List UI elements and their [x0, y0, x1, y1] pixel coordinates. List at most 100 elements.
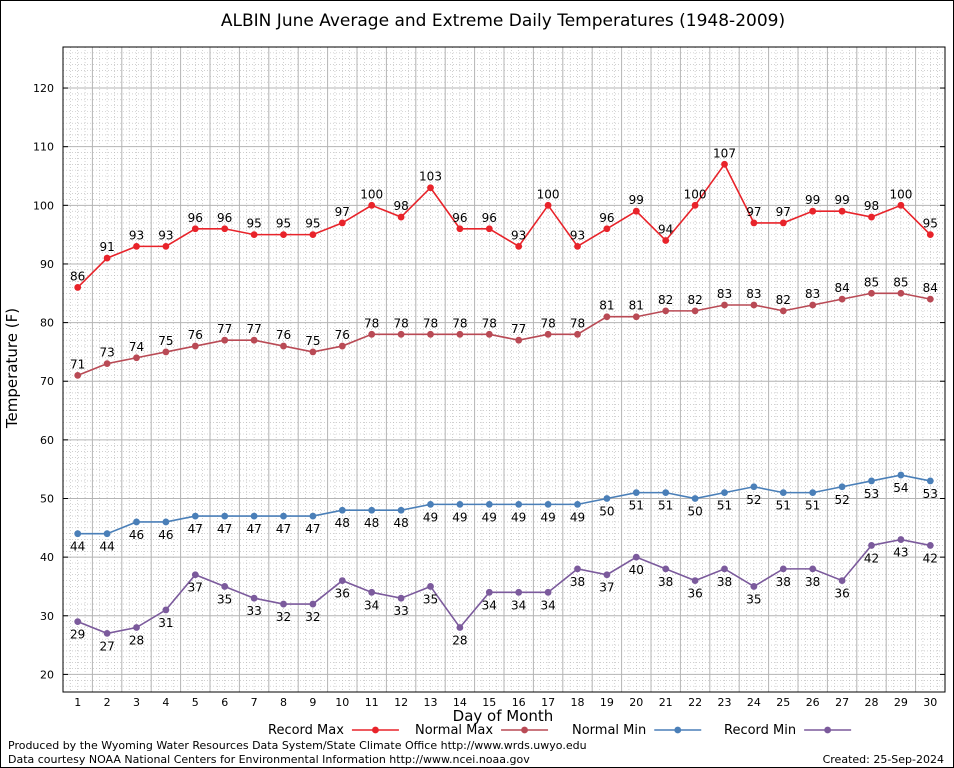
y-tick-label: 30 [40, 610, 54, 623]
data-label-record-min: 38 [805, 575, 820, 589]
data-point-normal-min [544, 500, 552, 508]
data-label-record-max: 100 [684, 187, 707, 201]
data-point-normal-max [485, 330, 493, 338]
data-point-record-min [574, 565, 581, 573]
data-point-normal-min [191, 512, 199, 520]
data-point-normal-max [838, 295, 846, 303]
x-tick-label: 19 [600, 696, 614, 709]
data-label-record-max: 95 [276, 217, 291, 231]
data-point-normal-max [456, 330, 464, 338]
data-label-normal-min: 47 [188, 522, 203, 536]
legend-item-record-max: Record Max [268, 723, 399, 738]
data-label-record-max: 100 [537, 187, 560, 201]
series-line-normal-min [77, 474, 931, 535]
data-label-record-max: 93 [129, 228, 144, 242]
x-tick-label: 12 [394, 696, 408, 709]
data-label-record-max: 96 [188, 211, 203, 225]
data-label-record-max: 95 [246, 217, 261, 231]
data-label-normal-min: 49 [423, 510, 438, 524]
data-point-record-max [74, 284, 82, 291]
x-tick-label: 15 [482, 696, 496, 709]
data-point-record-max [838, 207, 846, 215]
data-point-record-min [309, 600, 317, 608]
data-label-record-max: 96 [217, 211, 232, 225]
data-label-record-min: 34 [482, 598, 497, 612]
data-label-normal-max: 71 [70, 357, 85, 371]
data-label-normal-min: 49 [482, 510, 497, 524]
data-label-normal-min: 49 [511, 510, 526, 524]
data-point-record-max [721, 160, 728, 168]
data-label-normal-min: 47 [246, 522, 261, 536]
y-tick-label: 70 [40, 375, 54, 388]
series-record-min: 29 27 28 31 37 35 33 32 32 36 34 33 35 28 34 34 34 38 37 40… [70, 536, 938, 653]
data-point-record-max [897, 201, 905, 209]
data-label-normal-max: 83 [805, 287, 820, 301]
x-tick-label: 28 [865, 696, 879, 709]
x-tick-label: 4 [162, 696, 169, 709]
data-label-record-min: 37 [188, 581, 203, 595]
data-point-record-max [309, 231, 317, 239]
data-point-normal-min [338, 506, 346, 514]
data-label-normal-max: 78 [364, 316, 379, 330]
data-label-normal-max: 76 [335, 328, 350, 342]
data-label-normal-max: 83 [717, 287, 732, 301]
data-label-record-min: 32 [276, 610, 291, 624]
data-point-normal-max [868, 289, 875, 297]
x-tick-label: 8 [280, 696, 287, 709]
data-label-normal-min: 52 [746, 493, 761, 507]
data-label-record-min: 36 [834, 587, 849, 601]
data-label-record-max: 91 [99, 240, 114, 254]
data-point-record-min [632, 553, 640, 561]
y-axis: 20 30 40 50 60 70 80 90 100 110 120 [33, 82, 945, 681]
data-label-normal-max: 78 [540, 316, 555, 330]
data-point-record-min [897, 536, 905, 543]
data-label-normal-max: 74 [129, 340, 144, 354]
y-tick-label: 100 [33, 199, 54, 212]
data-label-normal-min: 49 [570, 510, 585, 524]
data-point-record-max [632, 207, 640, 215]
data-point-record-min [221, 583, 229, 590]
series-layer: 86 91 93 93 96 96 95 95 95 97 100 98 103 96 96 93 100 93 9… [70, 146, 938, 653]
series-line-normal-max [77, 292, 931, 377]
data-point-normal-min [133, 518, 140, 526]
x-tick-label: 25 [776, 696, 790, 709]
data-label-normal-min: 46 [129, 528, 144, 542]
data-label-normal-max: 76 [188, 328, 203, 342]
data-label-record-max: 107 [713, 146, 736, 160]
data-point-normal-min [456, 500, 464, 508]
data-point-record-max [868, 213, 875, 221]
data-label-normal-min: 50 [687, 505, 702, 519]
data-point-normal-min [838, 483, 846, 491]
data-label-record-min: 40 [629, 563, 644, 577]
data-point-normal-max [691, 307, 699, 315]
data-point-normal-max [427, 330, 434, 338]
data-point-normal-min [809, 489, 817, 497]
x-tick-label: 6 [221, 696, 228, 709]
data-label-normal-min: 52 [834, 493, 849, 507]
data-point-normal-max [544, 330, 552, 338]
data-point-record-max [691, 201, 699, 209]
data-point-record-min [485, 588, 493, 596]
legend-label-record-max: Record Max [268, 723, 344, 738]
data-label-record-max: 97 [746, 205, 761, 219]
data-label-normal-min: 51 [629, 499, 644, 513]
data-point-normal-max [632, 313, 640, 321]
data-label-normal-min: 48 [364, 516, 379, 530]
plot-area [62, 46, 946, 693]
data-point-record-max [662, 237, 670, 244]
data-point-normal-min [74, 530, 82, 538]
data-point-normal-min [750, 483, 758, 491]
x-tick-label: 14 [453, 696, 467, 709]
data-label-record-min: 35 [423, 592, 438, 606]
data-point-normal-min [603, 495, 611, 502]
data-label-record-min: 37 [599, 581, 614, 595]
data-point-normal-min [280, 512, 287, 520]
data-label-record-min: 38 [570, 575, 585, 589]
data-point-record-min [544, 588, 552, 596]
data-point-normal-min [309, 512, 317, 520]
data-point-record-max [103, 254, 111, 262]
data-point-record-max [809, 207, 817, 215]
data-point-record-max [779, 219, 787, 227]
series-normal-min: 44 44 46 46 47 47 47 47 47 48 48 48 49 49 49 49 49 49 50 51… [70, 471, 938, 554]
